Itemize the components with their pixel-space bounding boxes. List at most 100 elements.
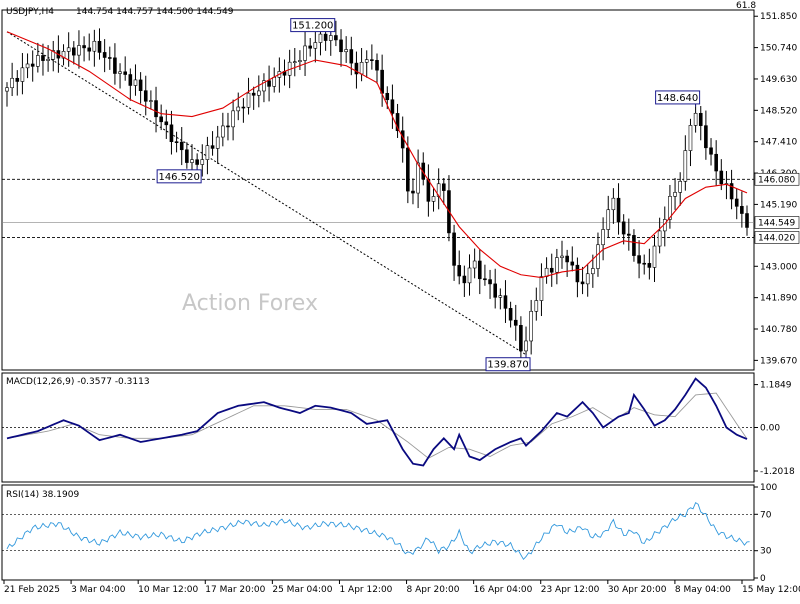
candle-body: [123, 71, 127, 75]
candle-body: [698, 112, 703, 126]
callout-box: [655, 90, 701, 105]
candle-body: [313, 42, 318, 49]
price-tick-label: 143.000: [760, 262, 797, 272]
price-tick-label: 147.410: [760, 138, 797, 148]
candle-body: [154, 100, 158, 118]
candle-body: [575, 264, 580, 283]
candle-body: [195, 159, 199, 165]
candle-body: [323, 33, 328, 41]
candle-body: [719, 170, 724, 185]
candle-body: [385, 92, 390, 101]
time-tick-label: 10 Mar 12:00: [138, 585, 198, 595]
candle-body: [205, 145, 210, 160]
time-tick-label: 8 Apr 20:00: [407, 585, 460, 595]
trendline-dotted: [6, 31, 527, 356]
candle-body: [364, 59, 369, 63]
candle-body: [729, 183, 734, 200]
price-tag-box: [754, 216, 800, 229]
candle-body: [544, 267, 549, 277]
candle-body: [25, 63, 30, 69]
candle-body: [688, 125, 693, 151]
candle-body: [97, 40, 102, 53]
candle-body: [133, 79, 138, 86]
time-tick-label: 3 Mar 04:00: [71, 585, 126, 595]
candle-body: [77, 45, 81, 56]
candle-body: [416, 162, 420, 194]
candle-body: [380, 69, 384, 94]
candle-body: [200, 159, 205, 165]
time-axis: 21 Feb 2025 3 Mar 04:00 10 Mar 12:00 17 Mar…: [3, 580, 800, 595]
candle-body: [107, 57, 112, 59]
price-tick-label: 148.520: [760, 106, 797, 116]
candle-body: [611, 197, 616, 211]
candle-body: [51, 50, 56, 60]
callout-label: 139.870: [487, 360, 528, 371]
rsi-line: [6, 502, 750, 561]
price-axis: 151.850150.740149.630148.520147.410146.3…: [754, 12, 797, 366]
candle-body: [678, 180, 682, 193]
candle-body: [472, 260, 477, 269]
macd-axis: 1.1849 0.00 -1.2018: [2, 381, 795, 477]
candle-body: [20, 67, 25, 82]
candle-body: [221, 125, 225, 138]
candle-body: [642, 262, 647, 265]
candle-body: [462, 275, 467, 284]
candle-body: [488, 279, 492, 285]
candle-body: [339, 39, 343, 53]
candle-body: [359, 61, 364, 75]
candle-body: [349, 49, 354, 64]
candle-body: [113, 57, 117, 74]
candle-body: [159, 116, 163, 123]
candle-body: [210, 145, 215, 149]
candle-body: [534, 300, 539, 312]
candle-body: [318, 33, 323, 43]
macd-tick-label: -1.2018: [760, 467, 795, 477]
candle-body: [498, 295, 503, 298]
macd-tick-label: 0.00: [760, 424, 780, 434]
candle-body: [549, 267, 554, 273]
price-tag-box: [754, 231, 800, 244]
price-tick-label: 141.890: [760, 294, 797, 304]
candle-body: [82, 45, 86, 49]
candle-body: [30, 63, 35, 67]
candle-body: [740, 206, 744, 214]
candle-body: [5, 87, 9, 92]
candle-body: [745, 213, 749, 228]
callout-box: [156, 169, 202, 184]
candle-body: [395, 113, 400, 132]
candle-body: [647, 263, 652, 268]
candle-body: [390, 99, 395, 114]
candle-body: [406, 147, 410, 192]
price-tick-label: 149.630: [760, 75, 797, 85]
callout-label: 151.200: [292, 21, 333, 32]
candle-body: [246, 92, 251, 108]
macd-lines: [6, 377, 748, 467]
candle-body: [231, 110, 235, 128]
candle-body: [10, 77, 14, 89]
candle-body: [668, 195, 672, 220]
price-tag-box: [754, 172, 800, 186]
candle-body: [709, 147, 713, 155]
candle-body: [92, 40, 97, 52]
rsi-lines: [6, 502, 750, 561]
candle-body: [102, 52, 107, 58]
candle-body: [693, 112, 698, 126]
candle-body: [493, 283, 497, 298]
time-tick-label: 30 Apr 20:00: [608, 585, 667, 595]
candle-body: [292, 61, 297, 64]
moving-average: [6, 31, 748, 279]
candle-body: [467, 267, 472, 284]
time-tick-label: 17 Mar 20:00: [205, 585, 265, 595]
price-callouts: 151.200 146.520 148.640 139.870: [156, 18, 701, 372]
candle-body: [555, 257, 559, 273]
price-tag-label: 144.020: [758, 233, 795, 243]
price-tick-label: 139.670: [760, 356, 797, 366]
candle-body: [128, 74, 133, 86]
candle-body: [308, 45, 312, 49]
callout-label: 148.640: [657, 93, 698, 104]
candle-body: [344, 49, 348, 53]
candle-body: [652, 245, 657, 268]
candle-body: [452, 232, 456, 266]
